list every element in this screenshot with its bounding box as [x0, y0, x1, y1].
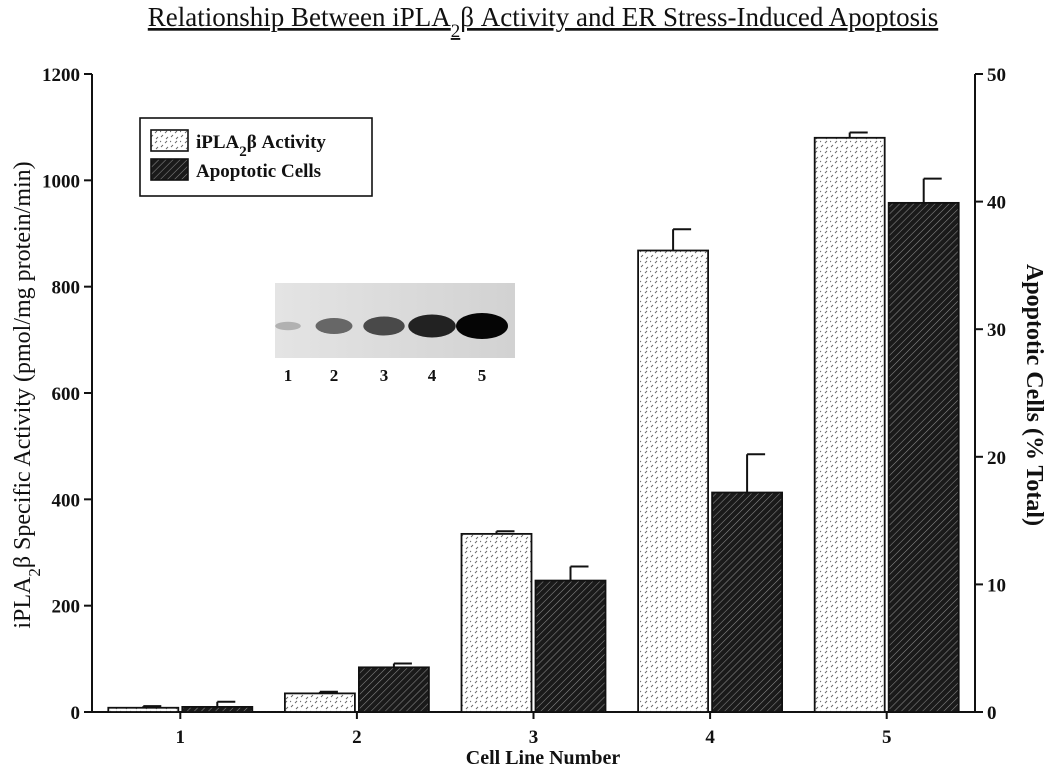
- bar-activity: [460, 532, 533, 713]
- x-tick-label: 4: [705, 727, 715, 748]
- western-blot-inset: 1 2 3 4 5: [275, 283, 515, 385]
- x-tick-label: 5: [882, 727, 892, 748]
- y-right-tick-label: 40: [987, 193, 1006, 214]
- y-axis-left-label: iPLA2β Specific Activity (pmol/mg protei…: [10, 161, 44, 628]
- y-right-tick-label: 50: [987, 65, 1006, 86]
- chart-title: Relationship Between iPLA2β Activity and…: [148, 2, 938, 42]
- blot-band: [275, 321, 301, 331]
- y-right-tick-label: 10: [987, 575, 1006, 596]
- y-left-tick-label: 800: [52, 278, 81, 299]
- y-left-tick-label: 1000: [42, 171, 80, 192]
- blot-lane-label: 1: [284, 366, 293, 385]
- bar-apoptotic: [357, 666, 430, 713]
- legend-label-apoptotic: Apoptotic Cells: [196, 161, 321, 182]
- x-axis-label: Cell Line Number: [466, 747, 621, 769]
- y-left-tick-label: 200: [52, 597, 81, 618]
- bar-activity: [637, 249, 709, 713]
- blot-band: [456, 313, 508, 339]
- y-left-tick-label: 600: [52, 384, 81, 405]
- bar-apoptotic: [711, 491, 783, 713]
- blot-lane-label: 5: [478, 366, 487, 385]
- bar-activity: [283, 692, 356, 713]
- y-right-tick-label: 30: [987, 320, 1006, 341]
- legend-label-activity: iPLA2β Activity: [196, 132, 326, 160]
- y-right-tick-label: 0: [987, 703, 997, 724]
- y-left-tick-label: 1200: [42, 65, 80, 86]
- bar-activity: [813, 136, 886, 713]
- x-tick-label: 1: [176, 727, 186, 748]
- bar-apoptotic: [887, 201, 960, 713]
- legend-swatch-activity: [150, 129, 189, 152]
- bar-activity: [107, 706, 180, 713]
- y-left-tick-label: 0: [71, 703, 81, 724]
- y-left-tick-label: 400: [52, 490, 81, 511]
- legend-swatch-apoptotic: [150, 158, 189, 181]
- blot-lane-label: 4: [428, 366, 437, 385]
- x-tick-label: 3: [529, 727, 539, 748]
- legend: iPLA2β Activity Apoptotic Cells: [139, 117, 373, 197]
- x-tick-label: 2: [352, 727, 362, 748]
- y-right-tick-label: 20: [987, 448, 1006, 469]
- blot-band: [363, 316, 405, 336]
- y-axis-right-label: Apoptotic Cells (% Total): [1021, 264, 1047, 526]
- bar-apoptotic: [534, 579, 607, 713]
- blot-band: [408, 314, 456, 338]
- blot-lane-label: 2: [330, 366, 339, 385]
- blot-lane-label: 3: [380, 366, 389, 385]
- bar-apoptotic: [181, 705, 254, 713]
- blot-band: [315, 318, 353, 334]
